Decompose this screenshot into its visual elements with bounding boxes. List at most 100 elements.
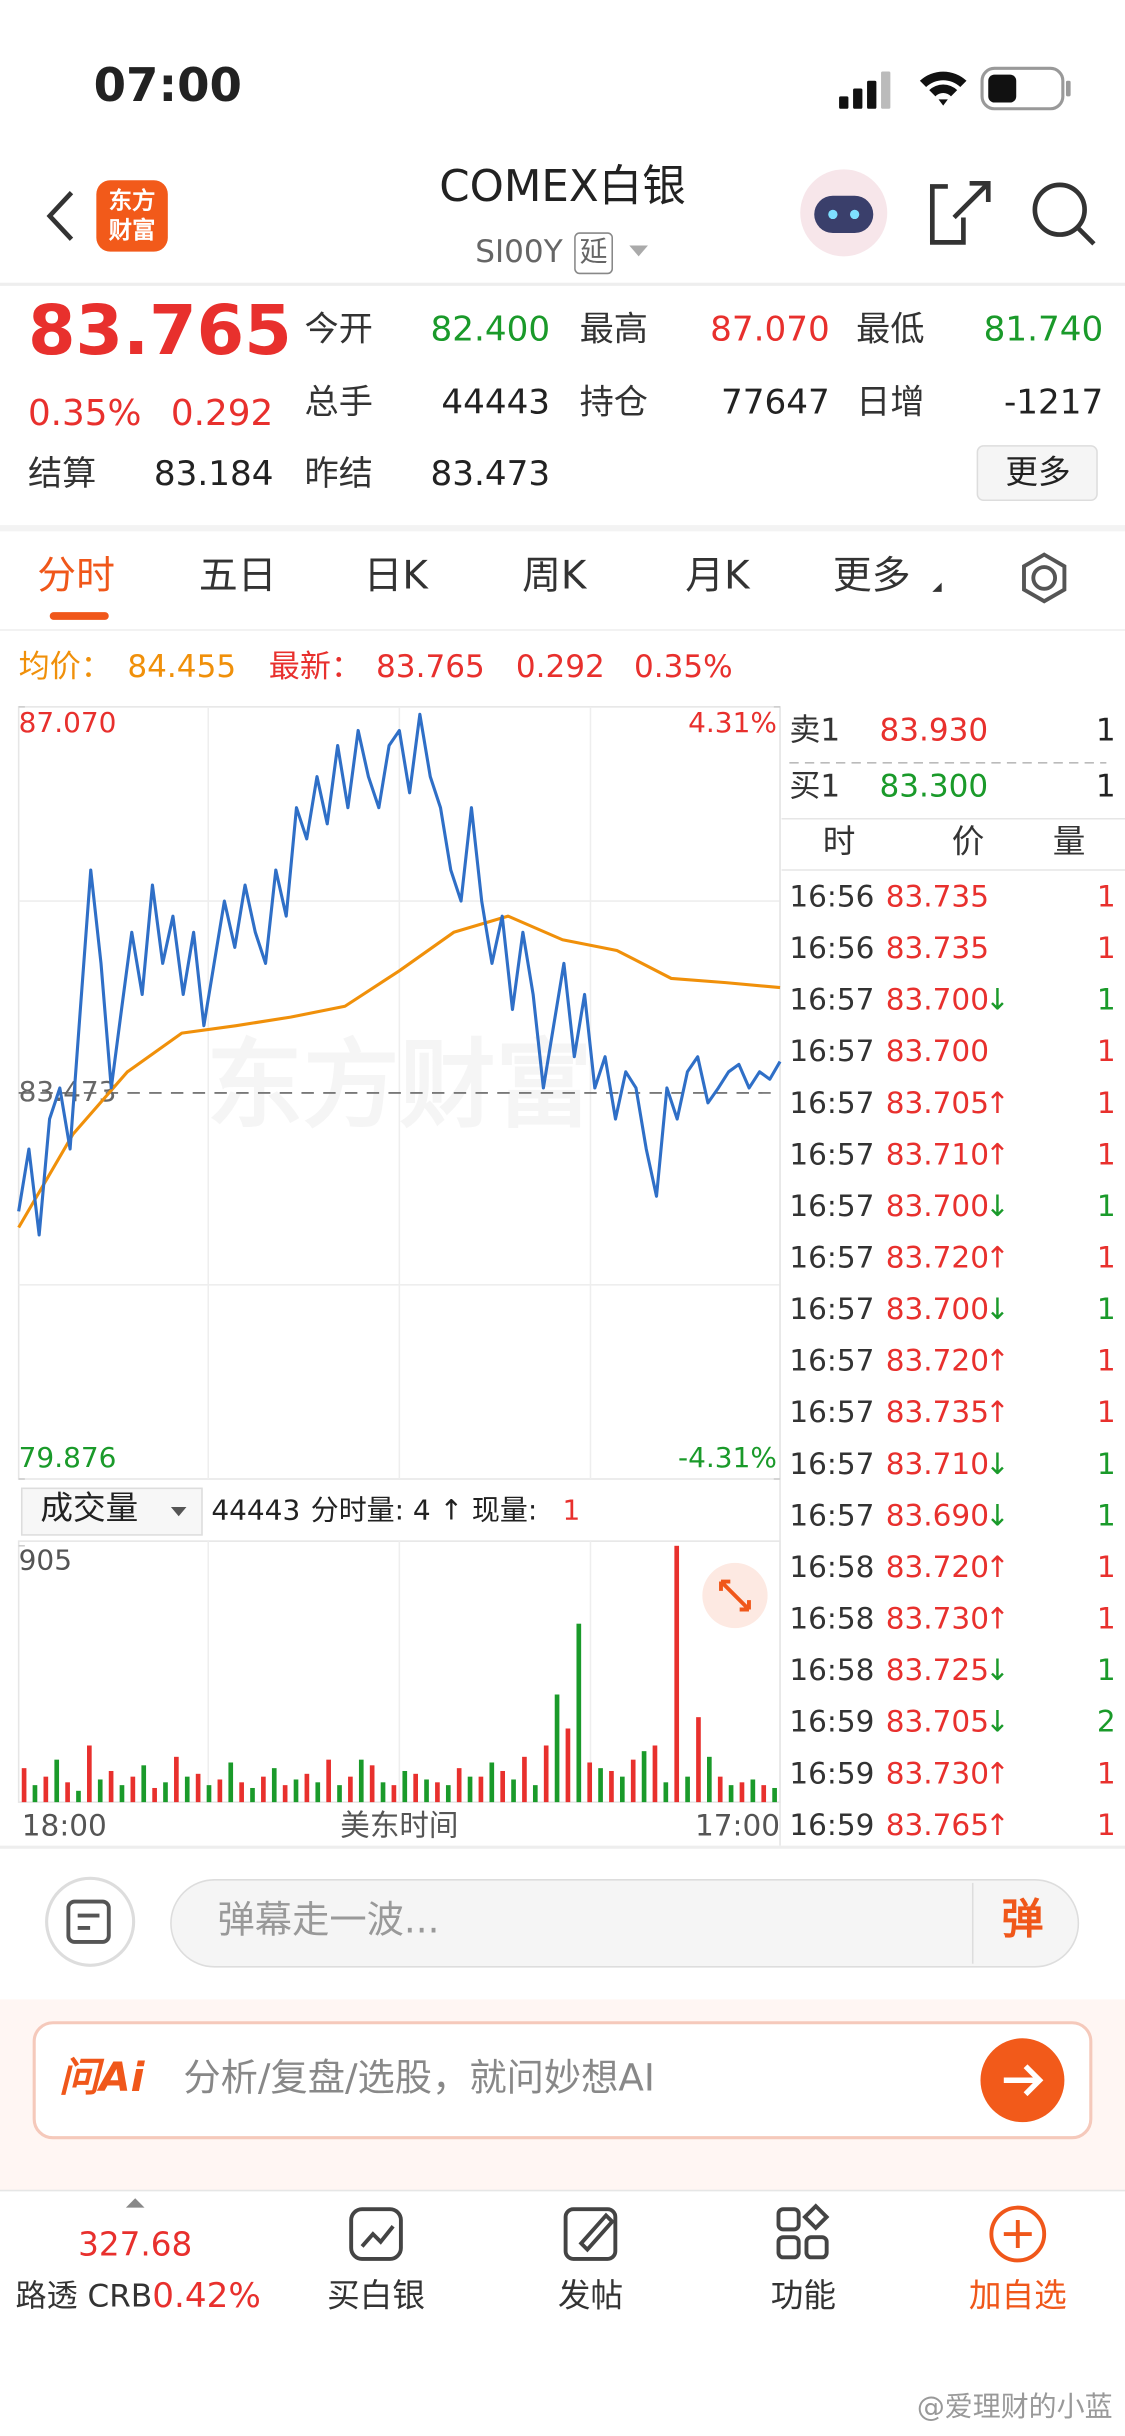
divider (0, 1845, 1125, 1849)
trade-time: 16:58 (789, 1653, 874, 1687)
y2-tick-label: -4.31% (678, 1441, 777, 1474)
field-label: 昨结 (305, 454, 373, 494)
chart-watermark: 东方财富 (207, 1030, 592, 1142)
trade-time: 16:57 (789, 1395, 874, 1429)
volume-bar (456, 1768, 462, 1803)
y-tick-label: 87.070 (19, 706, 117, 739)
volume-bar (630, 1759, 636, 1803)
trade-arrow: ↑ (985, 1395, 1010, 1429)
trade-qty: 1 (1097, 931, 1116, 965)
field-label: 总手 (305, 382, 373, 422)
tab[interactable]: 五日 (199, 553, 277, 598)
ai-placeholder: 分析/复盘/选股，就问妙想AI (183, 2056, 655, 2100)
volume-bar (76, 1790, 81, 1803)
trade-price: 83.700 (886, 1189, 989, 1223)
y2-tick-label: 4.31% (688, 706, 777, 739)
volume-bar (663, 1782, 669, 1803)
change-pct: 0.35% (28, 393, 141, 434)
trade-time: 16:57 (789, 1498, 874, 1532)
trade-time: 16:57 (789, 1447, 874, 1481)
volume-bar (522, 1756, 527, 1803)
delay-badge: 延 (580, 235, 608, 268)
tab[interactable]: 更多 (833, 553, 911, 598)
tab[interactable]: 分时 (37, 553, 115, 598)
volume-bar (21, 1768, 27, 1803)
volume-bar (489, 1762, 495, 1803)
book-header: 价 (952, 823, 985, 861)
trade-price: 83.705 (886, 1705, 989, 1739)
field-value: 82.400 (430, 309, 550, 349)
field-label: 日增 (856, 382, 924, 422)
field-label: 结算 (28, 454, 96, 494)
robot-avatar[interactable] (800, 169, 888, 257)
y-tick-label: 79.876 (19, 1441, 117, 1474)
volume-bar (380, 1782, 386, 1803)
legend-value: 0.35% (634, 649, 733, 685)
trade-time: 16:57 (789, 1034, 874, 1068)
trade-arrow: ↓ (985, 1498, 1010, 1532)
volume-bar (728, 1785, 734, 1803)
index-value: 327.68 (78, 2225, 192, 2263)
volume-selector-text[interactable]: 成交量 (40, 1489, 138, 1527)
field-value: 44443 (441, 382, 550, 422)
trade-price: 83.700 (886, 1292, 989, 1326)
tab[interactable]: 周K (522, 553, 588, 598)
volume-bar (641, 1751, 647, 1803)
trade-qty: 1 (1097, 879, 1116, 913)
tab[interactable]: 日K (364, 553, 430, 598)
volume-bar (293, 1779, 299, 1803)
volume-bar (750, 1779, 756, 1803)
field-value: 87.070 (710, 309, 830, 349)
legend-label: 均价： (19, 649, 112, 685)
trade-qty: 1 (1097, 1447, 1116, 1481)
field-value: 77647 (721, 382, 830, 422)
status-time: 07:00 (94, 58, 242, 112)
ai-send-button[interactable] (980, 2038, 1065, 2123)
volume-bar (413, 1773, 418, 1803)
back-button[interactable] (46, 191, 74, 241)
expand-button[interactable] (702, 1562, 768, 1629)
search-button[interactable] (1032, 182, 1096, 246)
nav-item[interactable]: 买白银 (327, 2277, 425, 2315)
danmaku-button[interactable]: 弹 (1001, 1894, 1043, 1943)
book-price: 83.930 (879, 713, 988, 749)
volume-bar (511, 1779, 516, 1803)
trade-time: 16:59 (789, 1808, 874, 1842)
trade-qty: 1 (1097, 1808, 1116, 1842)
volume-bar (271, 1768, 277, 1803)
volume-bar (141, 1765, 147, 1803)
volume-bar (228, 1762, 234, 1803)
index-arrow (125, 2198, 145, 2208)
book-qty: 1 (1096, 769, 1116, 805)
volume-bar (32, 1785, 38, 1803)
app-logo (96, 180, 168, 252)
volume-bar (576, 1623, 582, 1803)
divider (0, 525, 1125, 532)
volume-bar (348, 1776, 353, 1803)
volume-bar (402, 1770, 408, 1803)
comment-placeholder: 弹幕走一波... (218, 1897, 440, 1941)
volume-bar (43, 1776, 49, 1803)
nav-item[interactable]: 发帖 (558, 2277, 623, 2315)
settings-button[interactable] (1022, 552, 1067, 604)
ai-input[interactable] (32, 2021, 1093, 2140)
book-qty: 1 (1096, 713, 1116, 749)
volume-bar (87, 1745, 92, 1803)
code-dropdown[interactable] (629, 245, 648, 257)
trade-qty: 1 (1097, 1086, 1116, 1120)
nav-item[interactable]: 功能 (771, 2277, 836, 2315)
nav-item[interactable]: 加自选 (969, 2277, 1067, 2315)
share-button[interactable] (929, 180, 991, 245)
badge-box (574, 232, 614, 275)
volume-selector[interactable] (20, 1487, 203, 1536)
divider (0, 282, 1125, 286)
volume-bar (717, 1776, 723, 1803)
comment-input[interactable] (170, 1879, 1080, 1968)
more-button[interactable] (976, 445, 1098, 502)
volume-bar (674, 1545, 680, 1803)
note-button[interactable] (45, 1876, 136, 1967)
trade-arrow: ↓ (985, 983, 1010, 1017)
volume-bar (696, 1717, 701, 1803)
legend-value: 83.765 (376, 649, 485, 685)
tab[interactable]: 月K (685, 553, 751, 598)
